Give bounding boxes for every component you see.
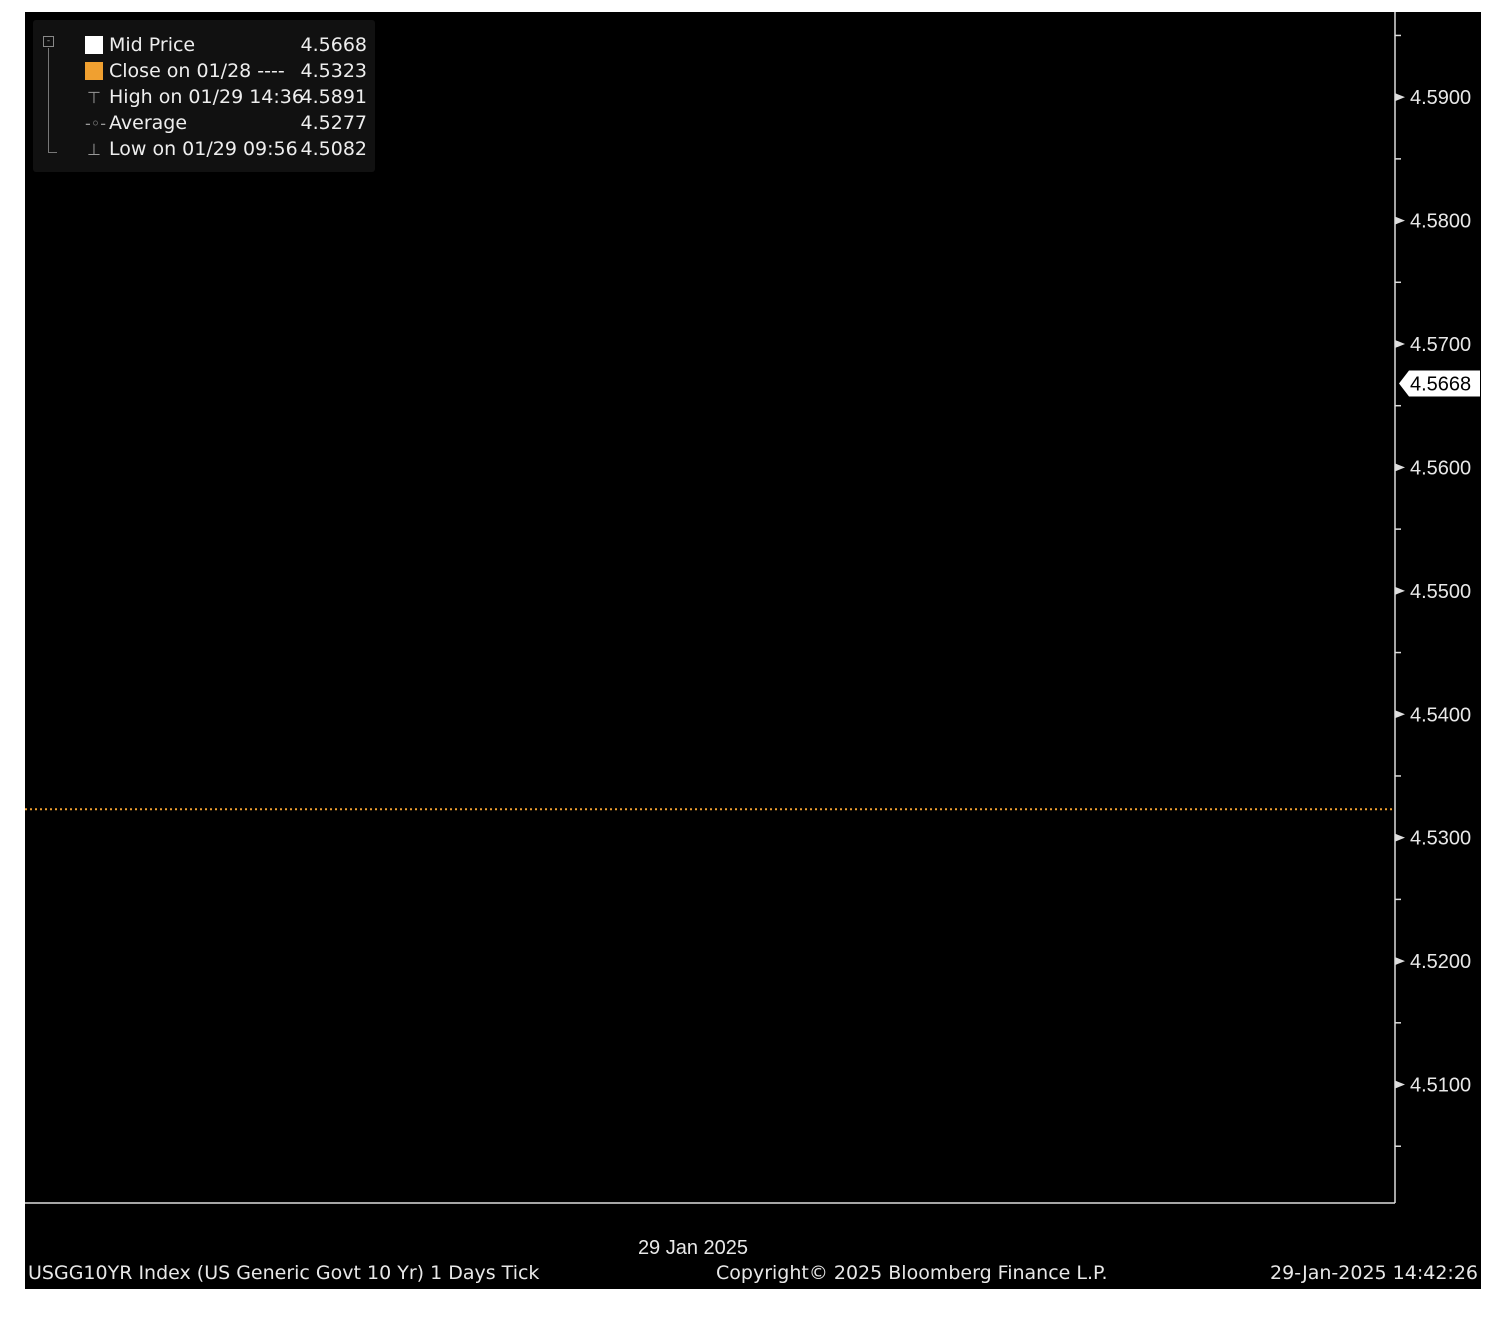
timestamp: 29-Jan-2025 14:42:26 (1270, 1262, 1478, 1284)
y-tick (1395, 1080, 1405, 1089)
legend-value: 4.5323 (300, 60, 367, 82)
y-tick (1395, 93, 1405, 102)
y-tick-label: 4.5500 (1410, 581, 1471, 603)
legend-item-high[interactable]: ⊤ High on 01/29 14:36 4.5891 (85, 84, 367, 110)
date-label: 29 Jan 2025 (638, 1237, 748, 1259)
white-square-icon (85, 36, 103, 54)
y-tick-label: 4.5900 (1410, 87, 1471, 109)
y-tick-label: 4.5700 (1410, 334, 1471, 356)
legend-value: 4.5082 (300, 138, 367, 160)
last-price-marker (1399, 370, 1480, 397)
legend-label: Mid Price (109, 34, 196, 56)
y-tick (1395, 216, 1405, 225)
y-tick (1395, 339, 1405, 348)
legend-value: 4.5668 (300, 34, 367, 56)
y-tick (1395, 710, 1405, 719)
y-tick (1395, 957, 1405, 966)
orange-square-icon (85, 62, 103, 80)
legend-label: High on 01/29 14:36 (109, 86, 304, 108)
y-tick-label: 4.5400 (1410, 704, 1471, 726)
security-description: USGG10YR Index (US Generic Govt 10 Yr) 1… (28, 1262, 540, 1284)
last-price-label: 4.5668 (1410, 373, 1471, 395)
legend-item-close[interactable]: Close on 01/28 ---- 4.5323 (85, 58, 367, 84)
legend-item-low[interactable]: ⊥ Low on 01/29 09:56 4.5082 (85, 136, 367, 162)
y-tick (1395, 586, 1405, 595)
legend-value: 4.5891 (300, 86, 367, 108)
legend-collapse-icon[interactable]: - (43, 36, 54, 47)
high-marker-icon: ⊤ (87, 88, 101, 107)
legend-label: Close on 01/28 ---- (109, 60, 285, 82)
average-marker-icon: -◦- (85, 114, 106, 133)
copyright: Copyright© 2025 Bloomberg Finance L.P. (716, 1262, 1108, 1284)
legend: - Mid Price 4.5668 Close on 01/28 ---- 4.5… (33, 20, 375, 172)
y-tick-label: 4.5800 (1410, 211, 1471, 233)
low-marker-icon: ⊥ (87, 140, 101, 159)
y-tick-label: 4.5200 (1410, 951, 1471, 973)
y-tick (1395, 833, 1405, 842)
legend-label: Low on 01/29 09:56 (109, 138, 298, 160)
y-tick-label: 4.5600 (1410, 457, 1471, 479)
legend-item-average[interactable]: -◦- Average 4.5277 (85, 110, 367, 136)
y-tick-label: 4.5300 (1410, 828, 1471, 850)
y-tick (1395, 463, 1405, 472)
legend-item-mid-price[interactable]: Mid Price 4.5668 (85, 32, 367, 58)
legend-value: 4.5277 (300, 112, 367, 134)
legend-tree-line (48, 48, 57, 153)
legend-label: Average (109, 112, 188, 134)
y-tick-label: 4.5100 (1410, 1075, 1471, 1097)
chart-frame (25, 12, 1481, 1289)
